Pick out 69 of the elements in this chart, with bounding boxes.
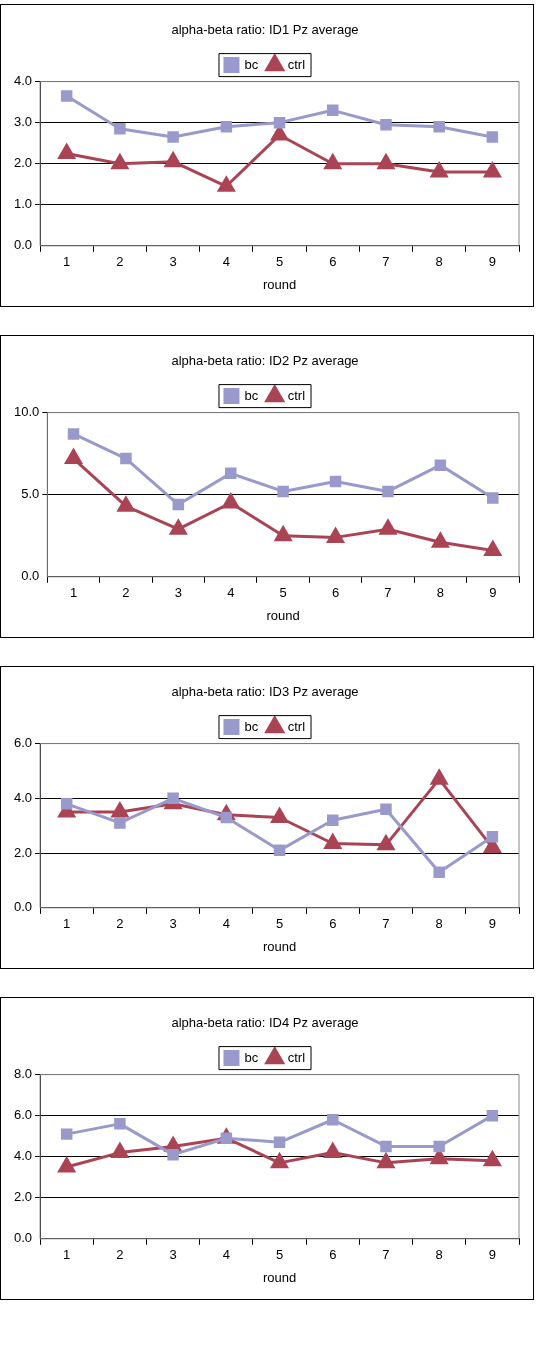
y-tick-label: 8.0 xyxy=(13,1066,33,1082)
y-tick-label: 0.0 xyxy=(13,237,33,253)
x-tick-label: 5 xyxy=(275,916,284,932)
y-tick-label: 3.0 xyxy=(13,114,33,130)
chart-title: alpha-beta ratio: ID4 Pz average xyxy=(171,1015,359,1031)
legend-label: ctrl xyxy=(287,56,306,72)
legend-label: ctrl xyxy=(287,1049,306,1065)
x-tick-label: 8 xyxy=(436,585,444,601)
chart-title: alpha-beta ratio: ID2 Pz average xyxy=(171,353,359,369)
x-tick-label: 4 xyxy=(227,585,235,601)
x-tick-label: 7 xyxy=(382,1247,390,1263)
chart-title: alpha-beta ratio: ID3 Pz average xyxy=(171,684,359,700)
x-tick-label: 5 xyxy=(279,585,287,601)
x-tick-label: 6 xyxy=(329,916,337,932)
y-tick-label: 5.0 xyxy=(21,486,40,502)
legend-label: bc xyxy=(244,56,259,72)
x-tick-label: 4 xyxy=(222,1247,230,1263)
x-tick-label: 7 xyxy=(382,254,390,270)
legend-label: ctrl xyxy=(287,718,306,734)
y-tick-label: 2.0 xyxy=(13,155,33,171)
x-tick-label: 6 xyxy=(329,1247,337,1263)
legend-label: ctrl xyxy=(287,387,306,403)
x-axis-title: round xyxy=(262,276,297,292)
y-tick-label: 4.0 xyxy=(13,789,33,805)
y-tick-label: 6.0 xyxy=(13,735,33,751)
y-tick-label: 4.0 xyxy=(13,1148,33,1164)
legend-label: bc xyxy=(244,387,259,403)
x-tick-label: 7 xyxy=(384,585,392,601)
y-tick-label: 1.0 xyxy=(13,196,33,212)
x-tick-label: 4 xyxy=(222,254,230,270)
y-tick-label: 0.0 xyxy=(13,899,33,915)
y-tick-label: 10.0 xyxy=(13,404,40,420)
x-tick-label: 1 xyxy=(63,254,71,270)
legend-label: bc xyxy=(244,718,259,734)
x-tick-label: 5 xyxy=(275,254,284,270)
x-tick-label: 2 xyxy=(116,1247,124,1263)
x-tick-label: 3 xyxy=(169,254,177,270)
x-tick-label: 8 xyxy=(435,916,443,932)
chart-title: alpha-beta ratio: ID1 Pz average xyxy=(171,22,359,38)
x-tick-label: 8 xyxy=(435,254,443,270)
x-tick-label: 1 xyxy=(69,585,78,601)
y-tick-label: 0.0 xyxy=(21,568,40,584)
x-tick-label: 9 xyxy=(488,916,497,932)
y-tick-label: 6.0 xyxy=(13,1107,33,1123)
x-tick-label: 9 xyxy=(488,1247,497,1263)
x-tick-label: 4 xyxy=(222,916,230,932)
x-tick-label: 3 xyxy=(169,916,177,932)
x-tick-label: 3 xyxy=(169,1247,177,1263)
legend-label: bc xyxy=(244,1049,259,1065)
x-axis-title: round xyxy=(262,938,297,954)
x-tick-label: 9 xyxy=(489,585,497,601)
x-tick-label: 9 xyxy=(488,254,497,270)
y-tick-label: 4.0 xyxy=(13,73,33,89)
x-tick-label: 6 xyxy=(331,585,340,601)
x-tick-label: 3 xyxy=(174,585,182,601)
x-tick-label: 2 xyxy=(116,254,124,270)
x-axis-title: round xyxy=(262,1269,297,1285)
y-tick-label: 2.0 xyxy=(13,1189,33,1205)
y-tick-label: 0.0 xyxy=(13,1230,33,1246)
x-tick-label: 5 xyxy=(275,1247,284,1263)
x-tick-label: 8 xyxy=(435,1247,443,1263)
x-axis-title: round xyxy=(266,607,300,623)
x-tick-label: 1 xyxy=(63,916,71,932)
x-tick-label: 1 xyxy=(63,1247,71,1263)
x-tick-label: 6 xyxy=(329,254,337,270)
x-tick-label: 2 xyxy=(122,585,130,601)
x-tick-label: 7 xyxy=(382,916,390,932)
x-tick-label: 2 xyxy=(116,916,124,932)
y-tick-label: 2.0 xyxy=(13,844,33,860)
